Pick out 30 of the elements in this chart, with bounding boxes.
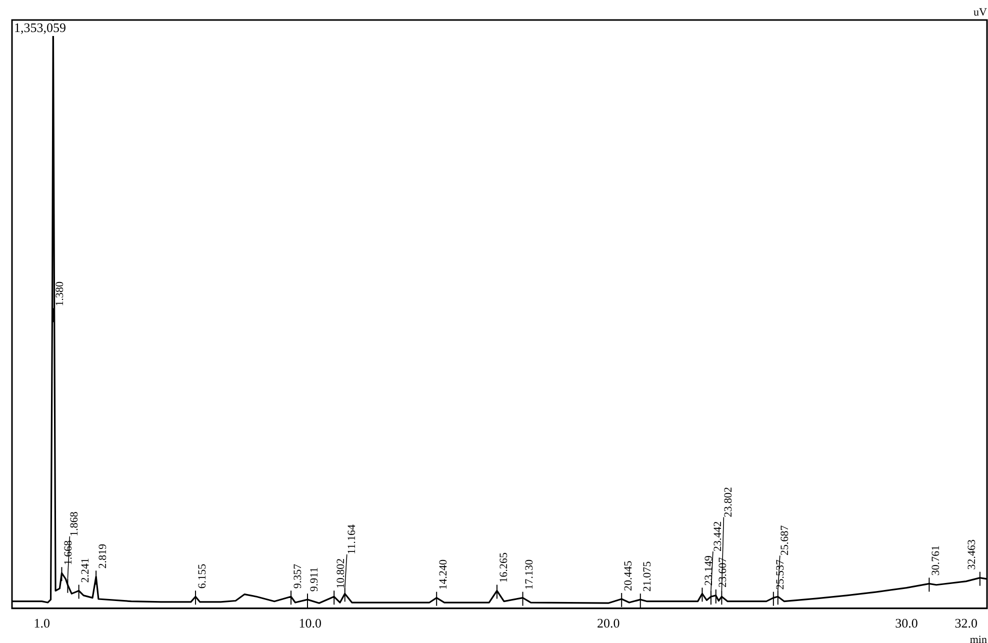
annotation: 1.380 [54,280,66,306]
annotation: 9.357 [292,563,304,589]
annotation: 6.155 [196,563,208,589]
annotation: 30.761 [930,545,942,576]
x-tick-label: 1.0 [34,616,50,631]
annotation: 23.607 [716,556,729,588]
x-tick-label: 30.0 [895,616,918,631]
annotation: 32.463 [966,539,978,570]
annotation: 14.240 [437,559,450,590]
annotation: 25.687 [778,524,791,556]
annotation: 1,353,059 [14,20,66,35]
y-axis-title: uV [974,6,988,18]
annotation: 23.442 [712,521,724,552]
annotation: 20.445 [622,560,634,591]
x-axis-title: min [970,634,988,643]
x-tick-label: 32.0 [954,616,978,631]
annotation: 2.819 [96,543,109,569]
annotation: 23.802 [722,486,735,518]
annotation: 17.130 [524,559,536,590]
x-tick-label: 20.0 [596,616,620,631]
annotation: 21.075 [641,560,654,592]
annotation: 10.802 [334,558,347,589]
annotation: 11.164 [346,524,358,554]
annotation: 1.668 [62,540,75,566]
x-tick-label: 10.0 [298,616,322,631]
annotation: 25.537 [774,559,786,590]
annotation: 16.265 [498,552,510,583]
annotation: 1.868 [68,511,81,536]
annotation: 2.241 [80,558,92,583]
annotation: 9.911 [308,567,320,592]
